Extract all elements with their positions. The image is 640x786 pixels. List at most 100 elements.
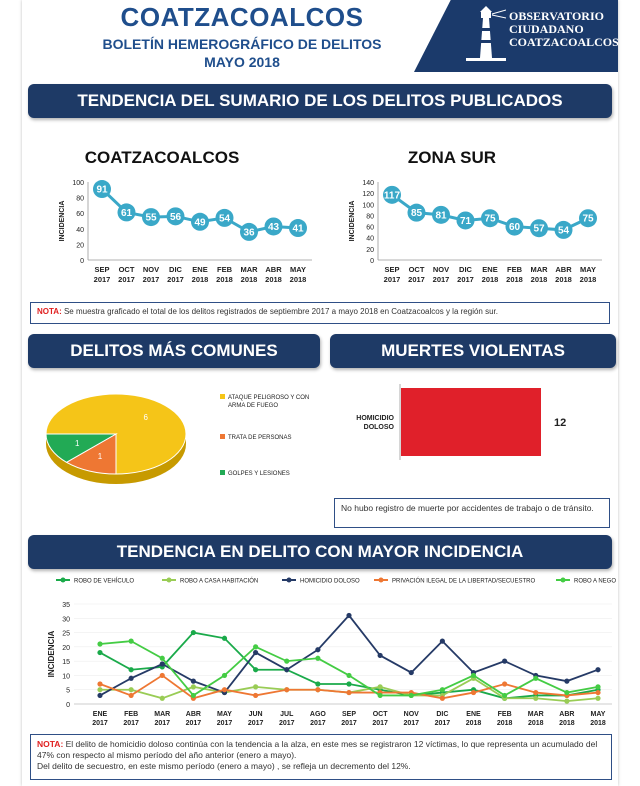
data-label: 60 (509, 222, 521, 233)
bulletin-page: COATZACOALCOS BOLETÍN HEMEROGRÁFICO DE D… (22, 0, 618, 786)
data-point (407, 203, 426, 222)
x-tick-month: NOV (404, 711, 420, 718)
x-tick-month: MAR (530, 265, 548, 274)
chart-title-coatzacoalcos: COATZACOALCOS (84, 148, 240, 167)
data-point (533, 689, 539, 696)
data-point (595, 667, 601, 673)
x-tick-year: 2017 (143, 275, 160, 284)
x-tick-year: 2018 (497, 720, 513, 727)
y-tick-label: 140 (362, 180, 374, 187)
x-tick-year: 2018 (265, 275, 282, 284)
data-point (595, 689, 601, 696)
data-point (377, 692, 383, 699)
data-point (240, 222, 258, 241)
legend-swatch (220, 470, 225, 475)
data-point (97, 687, 103, 693)
data-point (128, 667, 134, 673)
y-tick-label: 100 (362, 202, 374, 209)
x-tick-year: 2018 (590, 720, 606, 727)
y-tick-label: 10 (62, 673, 70, 680)
data-label: 43 (268, 222, 280, 233)
y-tick-label: 35 (62, 602, 70, 609)
page-subtitle: BOLETÍN HEMEROGRÁFICO DE DELITOS (102, 36, 382, 52)
data-point (439, 638, 445, 644)
pie-value-label: 6 (143, 413, 148, 422)
data-point (456, 211, 475, 230)
data-label: 81 (435, 210, 447, 221)
x-tick-year: 2017 (435, 720, 451, 727)
y-tick-label: 0 (370, 258, 374, 265)
x-tick-year: 2018 (555, 275, 572, 284)
y-tick-label: 0 (80, 258, 84, 265)
x-tick-year: 2018 (559, 720, 575, 727)
y-tick-label: 20 (62, 645, 70, 652)
incidence-note-label: NOTA: (37, 739, 64, 749)
common-crimes-pie-chart: 6 1 1 ATAQUE PELIGROSO Y CON ARMA DE FUEGO TR… (45, 393, 309, 484)
data-point (190, 684, 196, 690)
header: COATZACOALCOS BOLETÍN HEMEROGRÁFICO DE D… (22, 0, 618, 74)
x-tick-month: NOV (143, 265, 159, 274)
zona-sur-line-chart: 0 20 40 60 80 100 120 140 INCIDENCIA 117 85 81 71 75 6… (349, 180, 602, 284)
x-tick-month: DIC (169, 265, 183, 274)
data-point (408, 669, 414, 676)
data-label: 54 (558, 225, 570, 236)
violent-deaths-banner: MUERTES VIOLENTAS (330, 334, 616, 368)
logo-line-2: CIUDADANO (509, 22, 584, 36)
x-tick-month: MAY (217, 711, 232, 718)
data-point (408, 692, 414, 699)
data-label: 71 (460, 216, 472, 227)
x-tick-month: JUN (249, 711, 263, 718)
legend-marker (378, 577, 384, 583)
data-point (253, 667, 259, 673)
data-point (190, 692, 196, 699)
logo-line-3: COATZACOALCOS (509, 35, 619, 49)
data-point (533, 675, 539, 681)
pie-value-label: 1 (75, 439, 80, 448)
pie-value-label: 1 (98, 452, 103, 461)
legend-label-cont: ARMA DE FUEGO (228, 403, 278, 409)
data-label: 91 (96, 185, 108, 196)
data-point (93, 180, 111, 199)
y-axis-label: INCIDENCIA (349, 201, 356, 242)
data-label: 61 (121, 208, 133, 219)
common-crimes-banner: DELITOS MÁS COMUNES (28, 334, 320, 368)
data-point (595, 684, 601, 690)
x-tick-year: 2017 (217, 720, 233, 727)
legend-label: ROBO DE VEHÍCULO (74, 578, 134, 585)
y-tick-label: 25 (62, 631, 70, 638)
x-tick-year: 2017 (118, 275, 135, 284)
data-point (97, 692, 103, 699)
data-point (142, 208, 160, 227)
data-point (470, 689, 477, 696)
y-tick-label: 30 (62, 616, 70, 623)
x-tick-year: 2017 (372, 720, 388, 727)
legend-label: TRATA DE PERSONAS (228, 435, 291, 441)
data-label: 117 (384, 190, 401, 201)
data-point (284, 658, 290, 664)
data-label: 49 (194, 217, 206, 228)
data-point (128, 692, 134, 699)
x-tick-year: 2018 (482, 275, 499, 284)
x-tick-year: 2018 (580, 275, 597, 284)
data-point (315, 647, 321, 653)
data-point (481, 209, 499, 228)
x-tick-year: 2017 (384, 275, 401, 284)
y-tick-label: 80 (76, 196, 84, 203)
data-label: 75 (582, 214, 594, 225)
y-tick-label: 100 (72, 180, 84, 187)
summary-trend-banner: TENDENCIA DEL SUMARIO DE LOS DELITOS PUB… (28, 84, 612, 118)
y-tick-label: 120 (362, 191, 374, 198)
legend-marker (166, 577, 172, 583)
observatory-logo: OBSERVATORIO CIUDADANO COATZACOALCOS (414, 0, 618, 72)
data-point (502, 692, 508, 699)
x-tick-month: SEP (94, 265, 109, 274)
highest-incidence-banner: TENDENCIA EN DELITO CON MAYOR INCIDENCIA (28, 535, 612, 569)
data-point (253, 692, 259, 699)
x-tick-year: 2017 (123, 720, 139, 727)
data-point (533, 695, 539, 701)
y-tick-label: 20 (366, 247, 374, 254)
summary-note: NOTA: Se muestra graficado el total de l… (30, 302, 610, 324)
data-point (215, 208, 234, 227)
data-point (554, 220, 573, 239)
x-tick-year: 2018 (290, 275, 307, 284)
